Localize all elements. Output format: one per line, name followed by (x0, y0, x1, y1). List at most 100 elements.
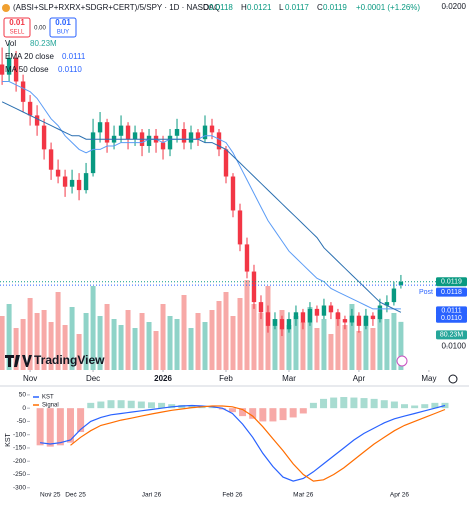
volume-bar (384, 319, 390, 370)
volume-bar (48, 322, 54, 370)
histogram-bar (380, 400, 388, 409)
candle-body (202, 125, 208, 140)
volume-bar (0, 316, 5, 370)
price-panel: 0.0200 0.0100 Nov Dec 2026 Feb Mar Apr May 0.0119… (0, 2, 467, 383)
ohlc: O 0.0118 H 0.0121 L 0.0117 C 0.0119 +0.0001 (+1.… (203, 3, 420, 12)
sell-price[interactable]: 0.01 (9, 18, 25, 27)
candle-body (125, 125, 131, 140)
settings-icon[interactable] (448, 374, 458, 384)
candle-body (167, 135, 173, 150)
ohlc-key: L (279, 3, 284, 12)
volume-bar (167, 316, 173, 370)
candle-body (300, 312, 306, 323)
candle-body (384, 302, 390, 306)
y-tick-label: -250 (13, 471, 26, 478)
candle-body (321, 305, 327, 316)
x-tick-label: 2026 (154, 374, 172, 383)
volume-bar (132, 328, 138, 370)
candle-body (391, 288, 397, 303)
candle-body (370, 315, 376, 320)
histogram-bar (249, 408, 257, 419)
volume-bar (13, 328, 19, 370)
y-tick-label: 0.0200 (442, 2, 467, 11)
histogram-bar (77, 408, 85, 433)
histogram-bar (147, 402, 155, 409)
buy-label[interactable]: BUY (57, 30, 69, 36)
candle-body (146, 135, 152, 146)
histogram-bar (56, 408, 64, 446)
ema-badge-label: 0.0111 (441, 308, 461, 315)
candle-body (230, 176, 236, 211)
candle-body (356, 315, 362, 326)
volume-bar (300, 322, 306, 370)
histogram-bar (269, 408, 277, 422)
close-badge-label: 0.0119 (441, 279, 462, 286)
sell-button[interactable] (3, 17, 31, 38)
volume-bar (272, 319, 278, 370)
volume-bar (370, 328, 376, 370)
volume-bar (244, 280, 250, 370)
candle-body (55, 169, 61, 177)
x-tick-label: Dec (86, 374, 100, 383)
legend-ma: MA 50 close (5, 65, 49, 74)
x-tick-label: Dec 25 (65, 492, 86, 499)
legend-label: KST (42, 395, 54, 401)
volume-bar (216, 301, 222, 370)
volume-bar (181, 295, 187, 370)
histogram-bar (158, 402, 166, 409)
volume-bar (398, 321, 404, 370)
candle-body (27, 101, 33, 116)
candle-body (174, 128, 180, 136)
events-icon[interactable] (396, 355, 408, 367)
candle-body (216, 132, 222, 150)
symbol-title: (ABSI+SLP+RXRX+SDGR+CERT)/5/SPY · 1D · N… (13, 3, 220, 12)
watermark: TradingView (34, 353, 105, 367)
volume-bar (62, 325, 68, 370)
x-tick-label: May (421, 374, 436, 383)
legend-vol-value: 80.23M (30, 39, 57, 48)
volume-bar (328, 334, 334, 370)
buy-button[interactable] (49, 17, 77, 38)
legend-ma-value: 0.0110 (58, 65, 82, 74)
ma-badge (436, 313, 467, 323)
candle-body (335, 312, 341, 320)
volume-bar (90, 286, 96, 370)
histogram-bar (259, 408, 267, 422)
candle-body (286, 319, 292, 330)
candle-body (13, 57, 19, 82)
candle-body (181, 128, 187, 143)
volume-bar (230, 316, 236, 370)
y-tick-label: -150 (13, 445, 26, 452)
histogram-bar (401, 404, 409, 409)
tradingview-logo (5, 355, 32, 367)
histogram-bar (340, 397, 348, 409)
histogram-bar (137, 401, 145, 409)
ema-badge (436, 306, 467, 316)
y-tick-label: -50 (17, 418, 27, 425)
candle-body (328, 305, 334, 313)
volume-bar (174, 319, 180, 370)
sell-label[interactable]: SELL (10, 30, 25, 36)
legend-ema: EMA 20 close (5, 52, 54, 61)
y-tick-label: 0 (22, 405, 26, 412)
candle-body (62, 176, 68, 187)
histogram-bar (66, 408, 74, 443)
histogram-bar (370, 398, 378, 409)
candle-body (209, 125, 215, 133)
histogram-bar (117, 400, 125, 409)
candle-body (83, 173, 89, 191)
candle-body (293, 312, 299, 320)
candle-body (69, 179, 75, 187)
volume-bar (195, 313, 201, 370)
volume-bar (349, 304, 355, 370)
buy-price[interactable]: 0.01 (55, 18, 71, 27)
candle-body (34, 115, 40, 126)
volume-bar (97, 316, 103, 370)
x-tick-label: Feb (219, 374, 233, 383)
series-line (70, 405, 446, 482)
volume-bar (377, 310, 383, 370)
volume-bar (146, 322, 152, 370)
candle-body (251, 271, 257, 303)
x-tick-label: Apr 26 (390, 492, 410, 499)
x-tick-label: Jan 26 (142, 492, 162, 499)
